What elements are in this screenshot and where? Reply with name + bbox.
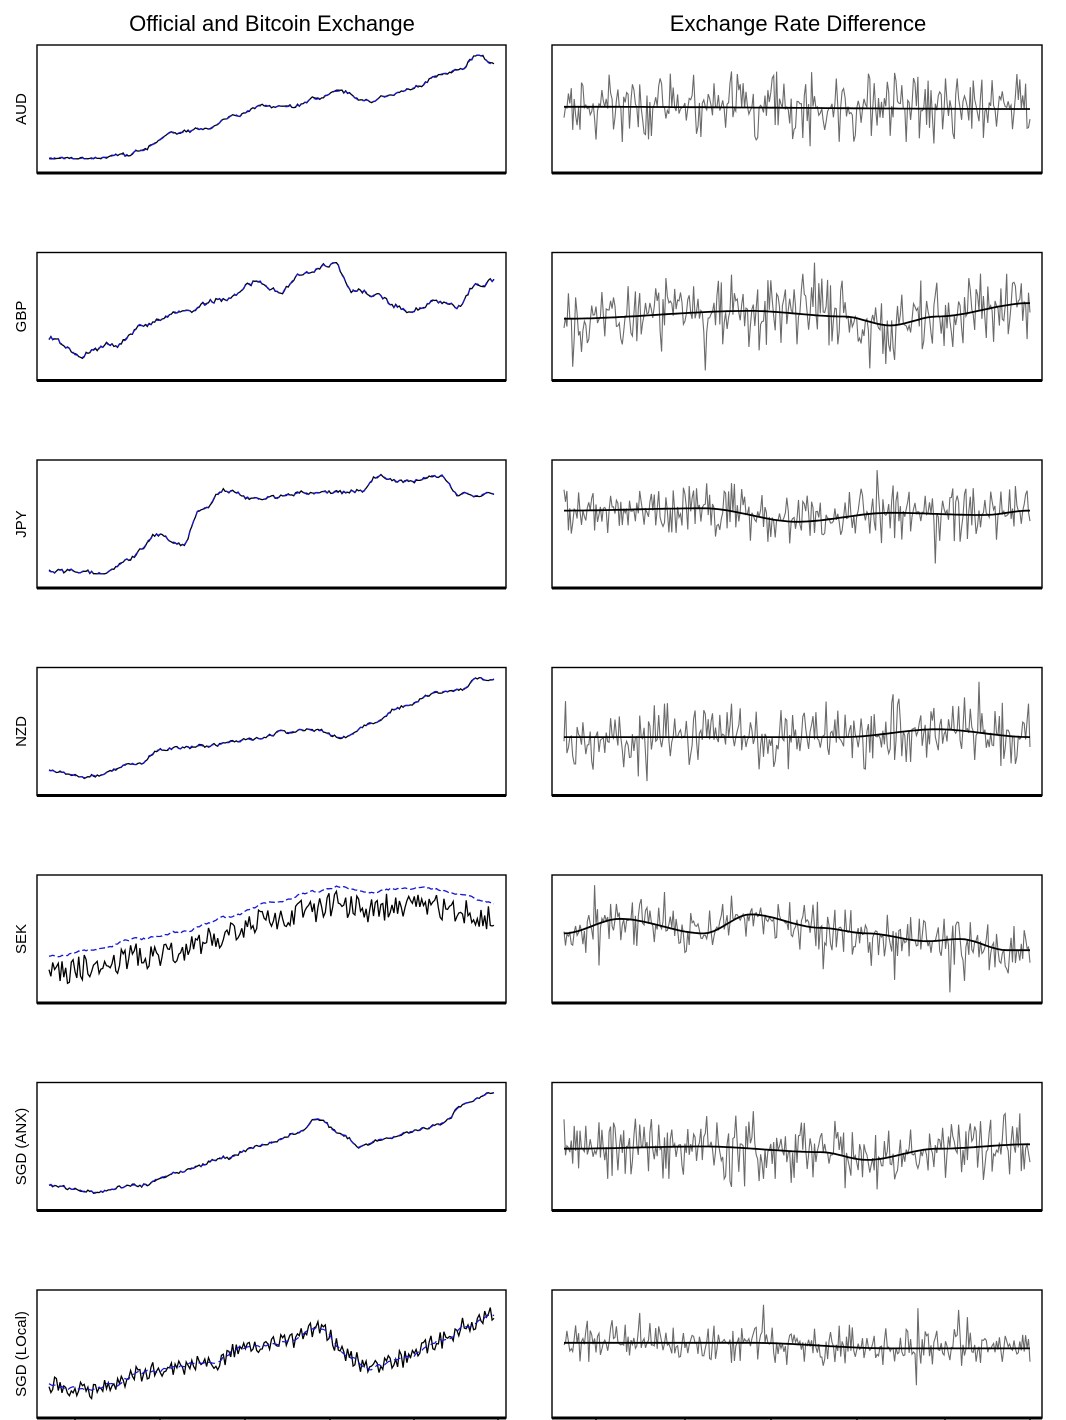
level-panel-0: AUD xyxy=(13,44,507,175)
difference-panel-5 xyxy=(551,1081,1043,1212)
difference-panel-6 xyxy=(551,1289,1043,1420)
row-label: JPY xyxy=(13,510,30,538)
panel-grid: AUD GBP JPY NZD SEK SGD (ANX) SGD (LOcal) xyxy=(13,44,1043,1420)
x-axes: Jul-14Oct-14Jan-15Apr-15Jul-15Oct-15Jul-… xyxy=(74,1418,1031,1420)
bitcoin-rate-line xyxy=(48,1307,495,1400)
difference-trend-line xyxy=(564,1341,1030,1350)
difference-trend-line xyxy=(564,728,1031,738)
left-column-title: Official and Bitcoin Exchange xyxy=(129,11,415,36)
official-rate-line xyxy=(48,262,495,359)
difference-line xyxy=(563,470,1031,564)
level-panel-2: JPY xyxy=(13,459,507,590)
difference-panel-frame xyxy=(551,874,1043,1004)
level-panel-frame xyxy=(36,1289,507,1419)
difference-trend-line xyxy=(564,302,1031,327)
level-panel-frame xyxy=(36,44,507,174)
row-label: AUD xyxy=(13,93,30,125)
difference-panel-frame xyxy=(551,1289,1043,1419)
level-panel-3: NZD xyxy=(13,666,507,797)
bitcoin-rate-line xyxy=(48,262,495,360)
level-panel-1: GBP xyxy=(13,251,507,382)
level-panel-frame xyxy=(36,459,507,589)
level-panel-frame xyxy=(36,874,507,1004)
level-panel-frame xyxy=(36,1081,507,1212)
row-label: GBP xyxy=(13,301,30,333)
official-rate-line xyxy=(48,54,495,160)
difference-line xyxy=(563,71,1031,147)
official-rate-line xyxy=(48,474,495,575)
difference-trend-line xyxy=(564,1143,1030,1161)
difference-panel-0 xyxy=(551,44,1043,175)
difference-trend-line xyxy=(563,913,1030,952)
difference-line xyxy=(563,1304,1031,1386)
difference-panel-3 xyxy=(551,666,1043,797)
difference-line xyxy=(563,681,1031,782)
difference-line xyxy=(563,1111,1031,1190)
right-column-title: Exchange Rate Difference xyxy=(670,11,926,36)
difference-panel-4 xyxy=(551,874,1043,1005)
level-panel-frame xyxy=(36,251,507,382)
difference-line xyxy=(563,885,1031,993)
official-rate-line xyxy=(48,885,495,958)
bitcoin-rate-line xyxy=(48,889,495,985)
level-panel-6: SGD (LOcal) xyxy=(13,1289,507,1420)
bitcoin-rate-line xyxy=(48,473,495,575)
row-label: SGD (ANX) xyxy=(13,1108,30,1186)
row-label: SEK xyxy=(13,924,30,954)
level-panel-frame xyxy=(36,666,507,797)
official-rate-line xyxy=(48,677,495,779)
level-panel-5: SGD (ANX) xyxy=(13,1081,507,1212)
bitcoin-rate-line xyxy=(48,677,495,780)
official-rate-line xyxy=(48,1092,494,1194)
row-label: SGD (LOcal) xyxy=(13,1311,30,1397)
level-panel-4: SEK xyxy=(13,874,507,1005)
bitcoin-rate-line xyxy=(48,1092,495,1194)
difference-line xyxy=(563,262,1031,371)
difference-panel-2 xyxy=(551,459,1043,590)
row-label: NZD xyxy=(13,716,30,747)
difference-panel-1 xyxy=(551,251,1043,382)
bitcoin-rate-line xyxy=(48,54,495,160)
difference-trend-line xyxy=(564,105,1030,110)
difference-trend-line xyxy=(564,507,1031,523)
